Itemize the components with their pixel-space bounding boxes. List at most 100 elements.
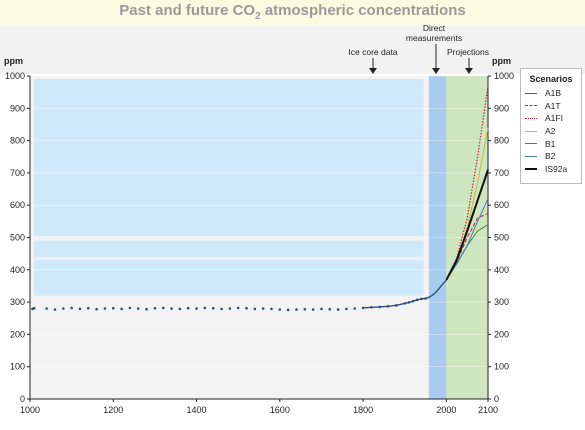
observed-point [328,307,332,311]
annotation-ice-core: Ice core data [348,47,397,57]
chart-title: Past and future CO2 atmospheric concentr… [119,2,466,22]
observed-point [245,306,248,310]
observed-point [136,307,140,310]
observed-point [78,307,82,311]
y-tick-label-right: 300 [494,297,509,307]
observed-point [103,307,107,310]
region-band-0 [34,256,424,261]
title-band [0,0,585,26]
y-tick-label-left: 400 [10,265,25,275]
observed-point [270,307,273,311]
legend-label: B1 [545,138,556,149]
annotation-projections-arrowhead [465,68,473,74]
y-tick-label-left: 900 [10,103,25,113]
legend-swatch [525,92,537,94]
annotation-ice-core-arrowhead [369,68,377,74]
y-tick-label-left: 300 [10,297,25,307]
legend-items: A1B A1T A1FI A2 B1 B2 IS92a [521,87,581,175]
observed-point [128,306,132,310]
observed-point [32,306,36,310]
series-line-b2 [445,198,489,281]
region-band-1 [34,235,424,241]
x-tick-label: 1800 [353,405,373,415]
legend-swatch [525,155,537,157]
annotation-projections: Projections [447,47,489,57]
legend-label: IS92a [545,163,568,174]
y-tick-label-left: 600 [10,200,25,210]
observed-point [278,308,282,311]
legend-item-a1b: A1B [521,87,581,100]
y-tick-label-right: 800 [494,136,509,146]
legend-label: A1FI [545,113,563,124]
y-tick-label-left: 500 [10,233,25,243]
observed-point [220,307,223,311]
unit-label-right: ppm [492,56,511,66]
observed-point [211,306,215,310]
observed-point [311,308,315,311]
legend-label: A1B [545,88,562,99]
observed-point [195,307,198,310]
observed-point [345,307,348,311]
x-tick-label: 1000 [20,405,40,415]
legend-title: Scenarios [529,74,573,84]
legend-item-b2: B2 [521,150,581,163]
header-band [0,26,585,74]
region-ice-core-data [34,79,424,296]
observed-point [95,307,98,311]
y-tick-label-right: 0 [494,394,499,404]
observed-point [111,306,115,310]
y-tick-label-right: 200 [494,329,509,339]
annotation-direct-line1: Direct [423,23,446,33]
legend-item-is92a: IS92a [521,163,581,176]
observed-point [236,306,240,310]
legend-swatch [525,130,537,132]
observed-point [228,307,232,310]
gridlines [30,75,488,368]
observed-point [170,307,173,310]
x-tick-label: 1400 [187,405,207,415]
y-tick-label-left: 700 [10,168,25,178]
unit-label-left: ppm [4,56,23,66]
observed-point [295,308,298,311]
legend-label: A2 [545,126,556,137]
observed-point [253,307,257,311]
observed-point [303,307,307,311]
legend-swatch [525,117,537,119]
observed-point [70,306,73,310]
y-tick-label-left: 1000 [5,71,25,81]
legend-swatch [525,143,537,145]
annotations: Ice core data Direct measurements Projec… [4,23,511,74]
observed-curve [363,279,447,309]
y-tick-label-right: 100 [494,362,509,372]
observed-point [186,306,190,310]
legend-label: B2 [545,151,556,162]
annotation-direct-arrowhead [432,68,440,74]
legend-item-a1t: A1T [521,100,581,113]
observed-point [153,306,157,310]
legend-item-a2: A2 [521,125,581,138]
y-tick-label-right: 400 [494,265,509,275]
legend-swatch [525,167,537,170]
observed-point [353,307,357,310]
y-tick-label-right: 900 [494,103,509,113]
x-tick-label: 2100 [478,405,498,415]
y-tick-label-right: 500 [494,233,509,243]
y-tick-label-left: 800 [10,136,25,146]
y-tick-label-left: 200 [10,329,25,339]
y-tick-label-right: 1000 [494,71,514,81]
legend-label: A1T [545,100,561,111]
observed-point [336,308,340,311]
ticks: 0 0 100 100 200 200 300 300 400 400 500 500 600 600 70… [5,71,514,415]
observed-point [45,307,48,310]
legend-swatch [525,105,537,107]
annotation-direct-line2: measurements [406,33,462,43]
observed-point [203,306,207,310]
series-line-is92a [445,169,489,281]
y-tick-label-left: 100 [10,362,25,372]
observed-point [86,306,90,310]
observed-point [320,307,323,311]
x-tick-label: 1200 [103,405,123,415]
observed-point [120,307,123,311]
observed-point [178,307,182,311]
